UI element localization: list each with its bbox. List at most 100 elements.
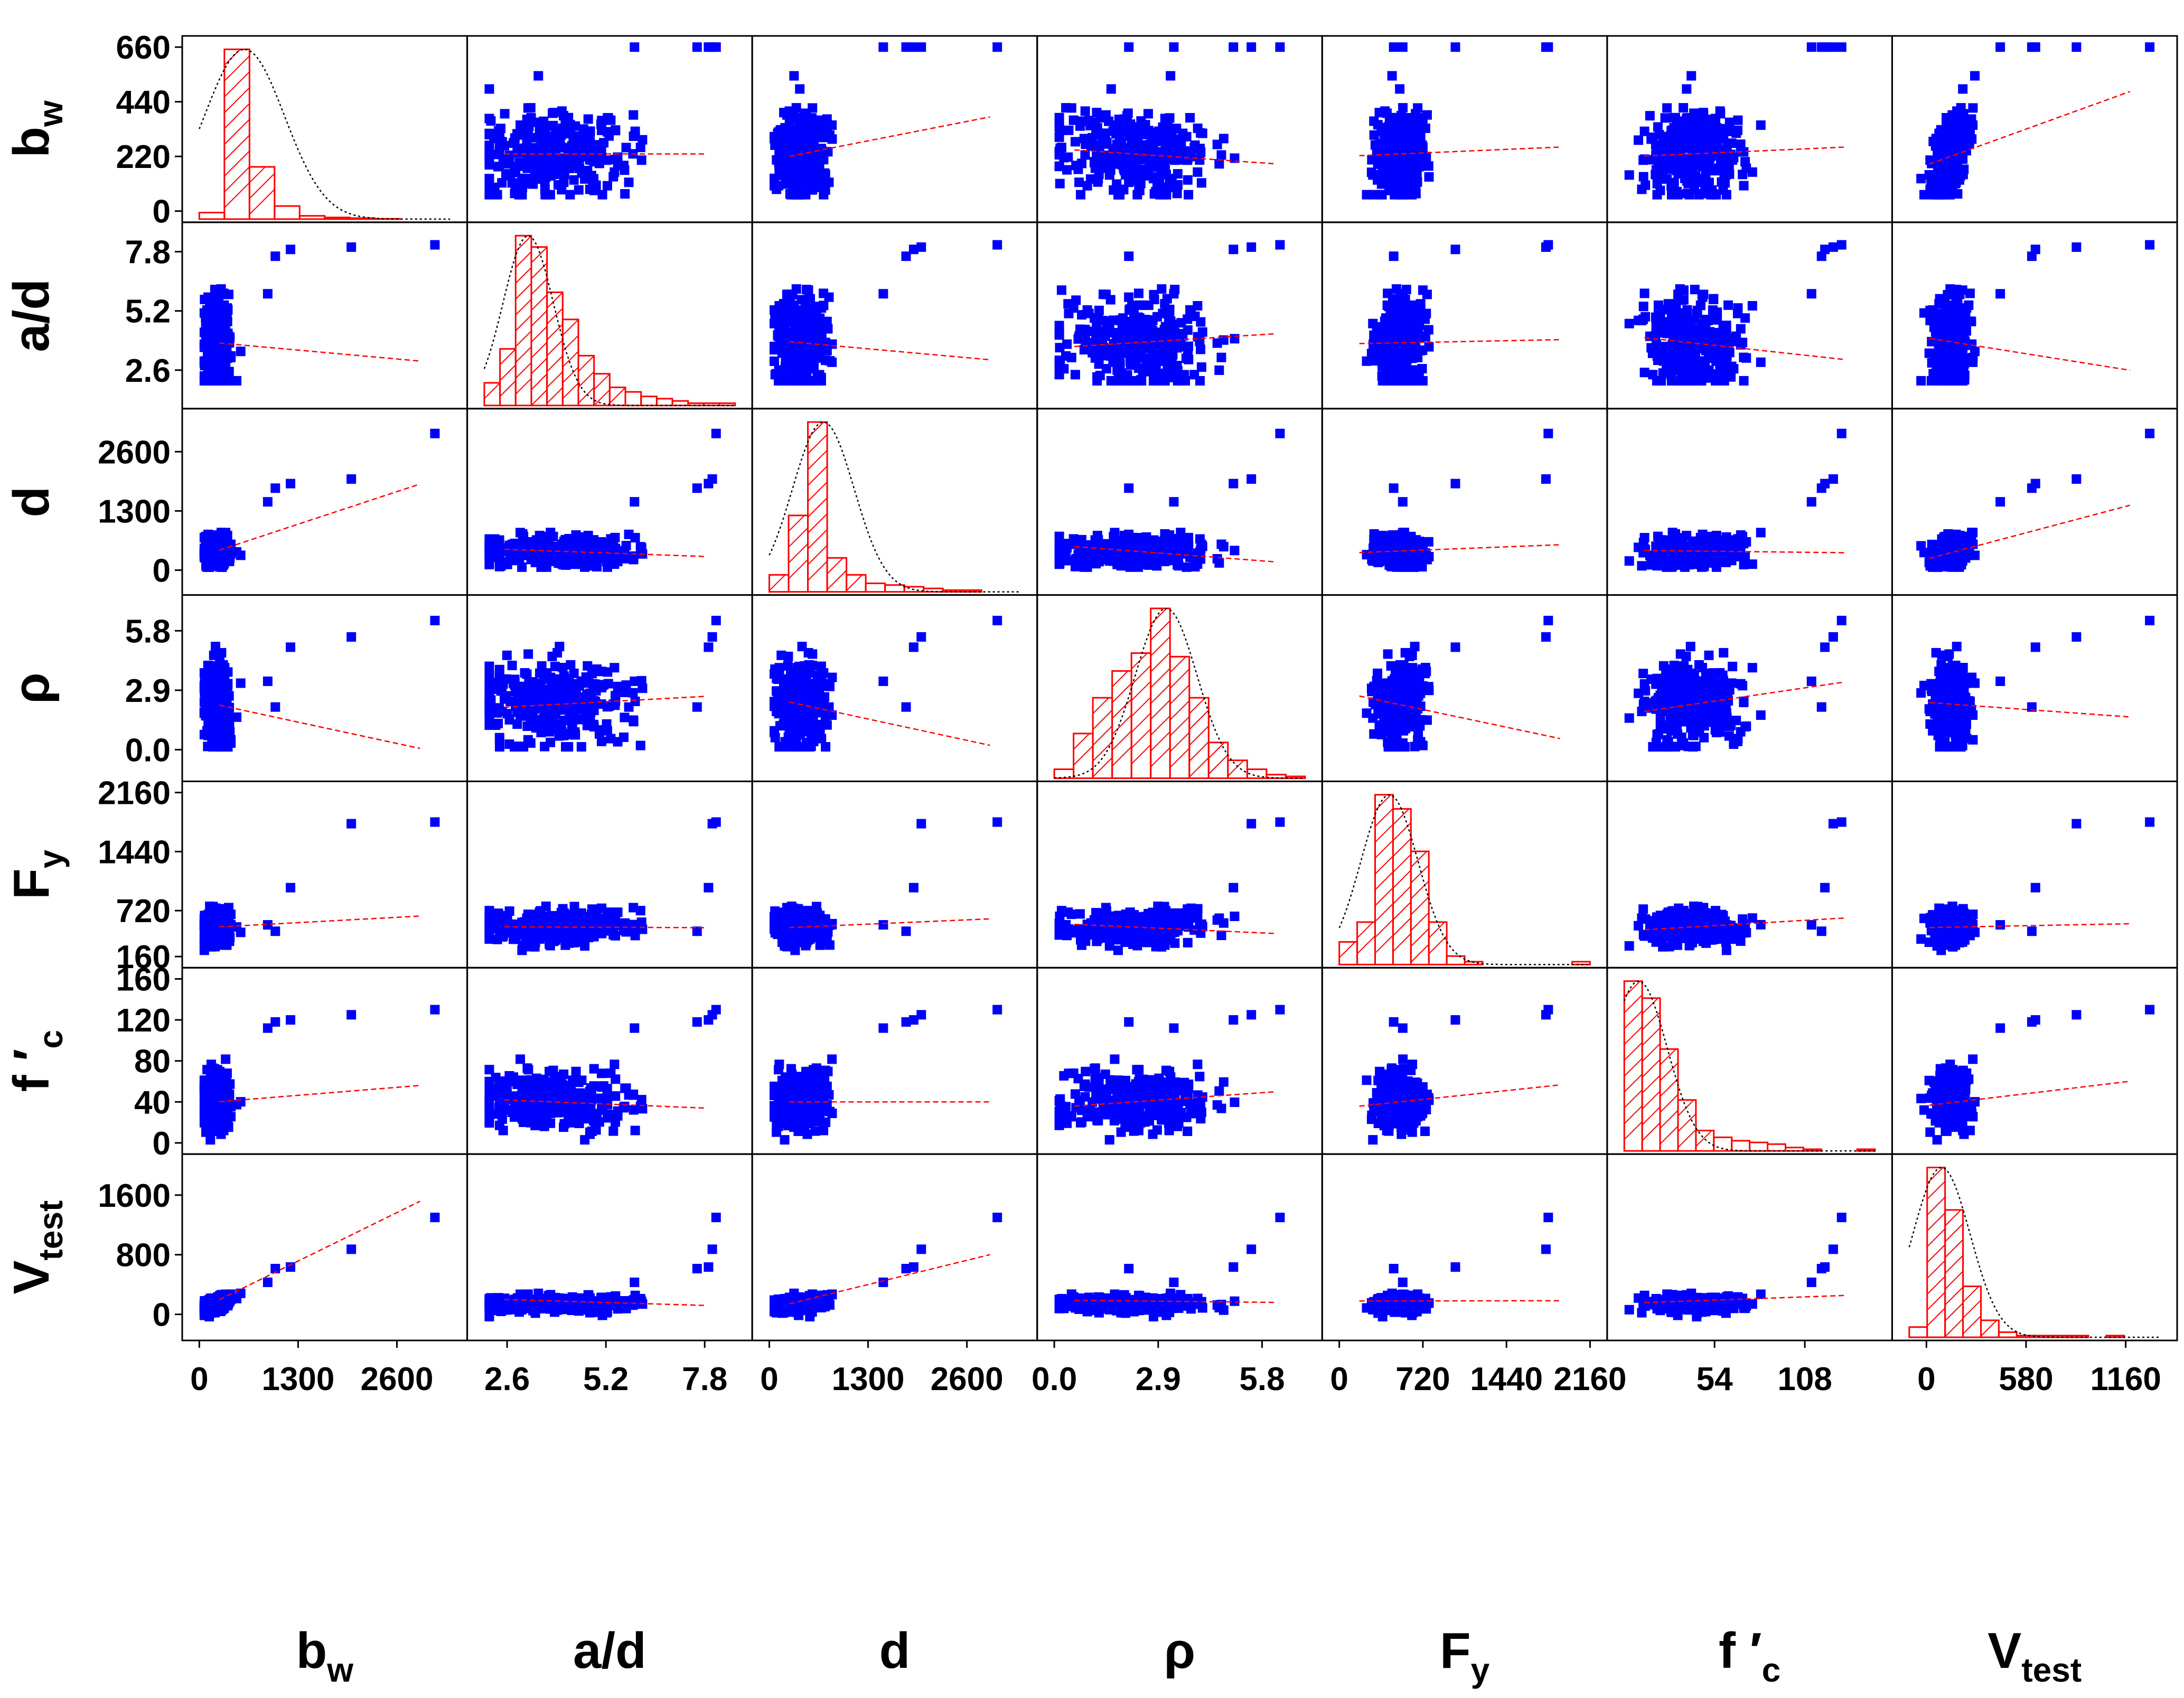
data-point <box>526 157 536 167</box>
histogram-bar <box>349 217 376 220</box>
data-point <box>1369 116 1379 126</box>
histogram-bar <box>768 574 790 593</box>
data-point <box>1173 329 1183 339</box>
data-point <box>1964 300 1974 310</box>
data-point <box>1143 109 1153 119</box>
data-point <box>589 174 599 184</box>
panel-bw-vt <box>1916 42 2155 200</box>
trend-line <box>219 483 420 551</box>
data-point <box>1672 376 1682 386</box>
data-point <box>814 117 824 127</box>
data-point <box>1945 128 1955 138</box>
data-point <box>1958 84 1968 94</box>
data-point <box>1120 170 1130 180</box>
data-point <box>1656 376 1666 386</box>
data-point <box>1682 84 1692 94</box>
panel-bw-d <box>770 42 1002 200</box>
data-point <box>827 357 837 367</box>
data-point <box>1673 289 1683 299</box>
data-point <box>1384 324 1394 334</box>
data-point <box>1081 340 1091 350</box>
data-point <box>1133 562 1143 572</box>
data-point <box>502 558 512 568</box>
data-point <box>1662 103 1672 113</box>
data-point <box>1080 150 1090 160</box>
data-point <box>1935 342 1945 352</box>
histogram-bar <box>640 396 658 407</box>
data-point <box>548 120 558 130</box>
data-point <box>1681 353 1691 363</box>
data-point <box>908 42 918 52</box>
data-point <box>1947 376 1957 386</box>
data-point <box>1395 289 1405 299</box>
data-point <box>522 115 532 125</box>
data-point <box>1193 167 1203 177</box>
data-point <box>1182 562 1192 572</box>
data-point <box>533 71 543 81</box>
data-point <box>1740 313 1750 323</box>
data-point <box>1717 177 1727 187</box>
data-point <box>1173 551 1183 561</box>
data-point <box>1696 189 1707 199</box>
data-point <box>692 483 702 493</box>
data-point <box>1275 428 1285 438</box>
data-point <box>517 190 527 200</box>
panel-bw-ad <box>484 42 721 200</box>
data-point <box>210 301 220 311</box>
data-point <box>1403 551 1413 561</box>
histogram-hatch <box>531 247 548 264</box>
data-point <box>819 301 829 311</box>
data-point <box>1196 178 1206 188</box>
data-point <box>1406 301 1416 311</box>
data-point <box>1624 170 1634 180</box>
data-point <box>524 121 534 132</box>
data-point <box>500 109 510 119</box>
data-point <box>782 289 792 299</box>
data-point <box>1398 103 1408 113</box>
data-point <box>1541 474 1551 484</box>
data-point <box>1417 364 1427 374</box>
data-point <box>1390 180 1400 190</box>
data-point <box>1711 190 1721 200</box>
data-point <box>1054 531 1064 541</box>
data-point <box>1412 329 1422 339</box>
data-point <box>916 42 926 52</box>
data-point <box>263 497 273 507</box>
data-point <box>1411 174 1421 184</box>
data-point <box>1723 125 1733 135</box>
data-point <box>1136 343 1146 353</box>
data-point <box>1169 42 1179 52</box>
data-point <box>819 155 829 165</box>
data-point <box>1398 42 1408 52</box>
data-point <box>1424 172 1434 182</box>
data-point <box>796 160 807 170</box>
data-point <box>1414 162 1424 172</box>
data-point <box>800 300 810 310</box>
histogram-hatch <box>224 166 250 193</box>
histogram-hatch <box>546 292 564 309</box>
data-point <box>1679 103 1689 113</box>
data-point <box>611 125 621 135</box>
data-point <box>1388 555 1398 565</box>
data-point <box>1066 103 1076 113</box>
histogram-hatch <box>807 529 828 549</box>
panel-ad-rho <box>1054 240 1285 386</box>
data-point <box>1246 42 1257 52</box>
data-point <box>1214 558 1224 568</box>
data-point <box>1132 333 1142 343</box>
data-point <box>1077 158 1087 168</box>
data-point <box>1960 116 1970 126</box>
data-point <box>1055 179 1065 189</box>
data-point <box>1397 190 1407 200</box>
data-point <box>2145 240 2155 250</box>
data-point <box>1141 532 1151 542</box>
data-point <box>1733 303 1743 313</box>
data-point <box>1123 551 1133 561</box>
panel-ad-bw <box>199 240 440 386</box>
data-point <box>484 559 494 569</box>
histogram-bar <box>298 215 326 220</box>
data-point <box>1828 242 1838 252</box>
data-point <box>549 108 559 118</box>
data-point <box>1130 315 1140 325</box>
